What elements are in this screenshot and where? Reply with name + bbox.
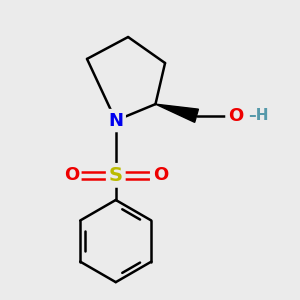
Text: S: S bbox=[109, 166, 123, 185]
Polygon shape bbox=[155, 104, 198, 122]
Text: N: N bbox=[108, 112, 123, 130]
Text: O: O bbox=[228, 107, 243, 125]
Text: –H: –H bbox=[249, 108, 269, 123]
Text: O: O bbox=[153, 166, 168, 184]
Text: O: O bbox=[64, 166, 79, 184]
